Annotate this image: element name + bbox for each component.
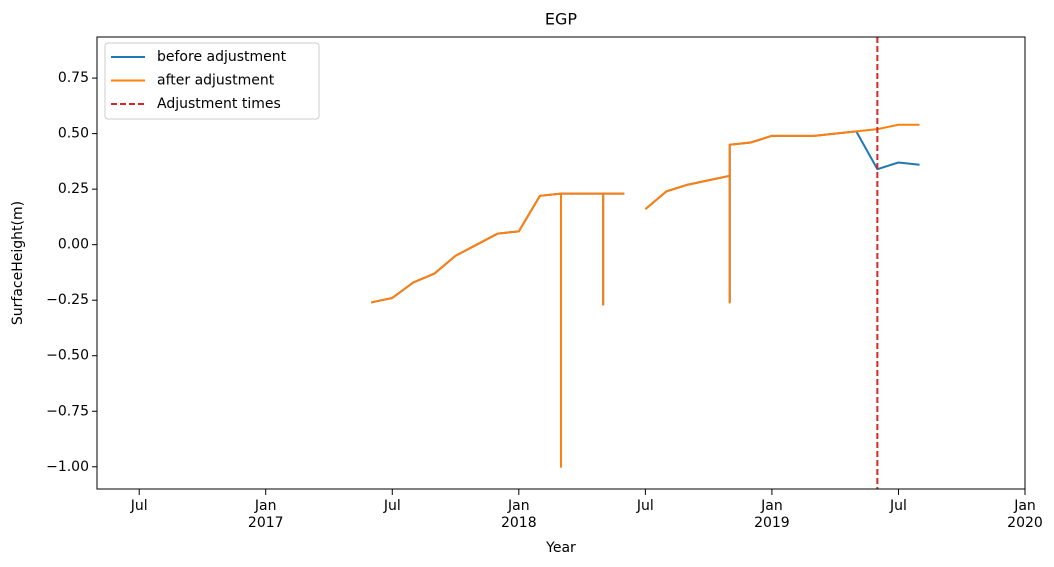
- x-tick-label-part: 2018: [501, 515, 537, 531]
- y-tick-label: 0.25: [58, 181, 89, 197]
- x-tick-label: Jul: [383, 498, 401, 514]
- x-tick-label-part: Jan: [1013, 498, 1036, 514]
- x-tick-label: Jul: [636, 498, 654, 514]
- plot-frame: [96, 36, 1026, 490]
- legend-label: Adjustment times: [157, 96, 281, 112]
- y-axis-label: SurfaceHeight(m): [10, 201, 26, 325]
- x-tick-label-part: Jul: [636, 498, 654, 514]
- y-tick-label: −0.25: [46, 292, 89, 308]
- x-tick-label-part: Jul: [130, 498, 148, 514]
- y-tick-label: 0.75: [58, 70, 89, 86]
- y-tick-label: −0.75: [46, 403, 89, 419]
- series-line: [370, 123, 920, 468]
- y-tick-label: 0.50: [58, 126, 89, 142]
- legend-label: before adjustment: [157, 49, 287, 65]
- series-line: [370, 130, 920, 468]
- chart-title: EGP: [545, 10, 578, 29]
- x-tick-label: Jul: [130, 498, 148, 514]
- x-tick-label-part: Jan: [760, 498, 783, 514]
- x-tick-label-part: 2020: [1007, 515, 1043, 531]
- y-tick-label: 0.00: [58, 237, 89, 253]
- x-tick-label: Jan 2020: [1007, 498, 1043, 531]
- legend: before adjustment after adjustment Adjustm…: [104, 42, 320, 120]
- x-tick-label: Jan 2019: [754, 498, 790, 531]
- x-tick-label-part: 2017: [248, 515, 284, 531]
- x-tick-label-part: Jul: [889, 498, 907, 514]
- x-tick-label-part: Jan: [254, 498, 277, 514]
- x-tick-label: Jan 2017: [248, 498, 284, 531]
- legend-label: after adjustment: [157, 73, 275, 89]
- x-tick-label-part: Jan: [507, 498, 530, 514]
- y-tick-label: −0.50: [46, 348, 89, 364]
- x-axis-label: Year: [545, 540, 576, 556]
- x-tick-label-part: Jul: [383, 498, 401, 514]
- legend-box: [104, 42, 320, 120]
- y-tick-label: −1.00: [46, 459, 89, 475]
- x-tick-label-part: 2019: [754, 515, 790, 531]
- x-tick-label: Jan 2018: [501, 498, 537, 531]
- x-tick-label: Jul: [889, 498, 907, 514]
